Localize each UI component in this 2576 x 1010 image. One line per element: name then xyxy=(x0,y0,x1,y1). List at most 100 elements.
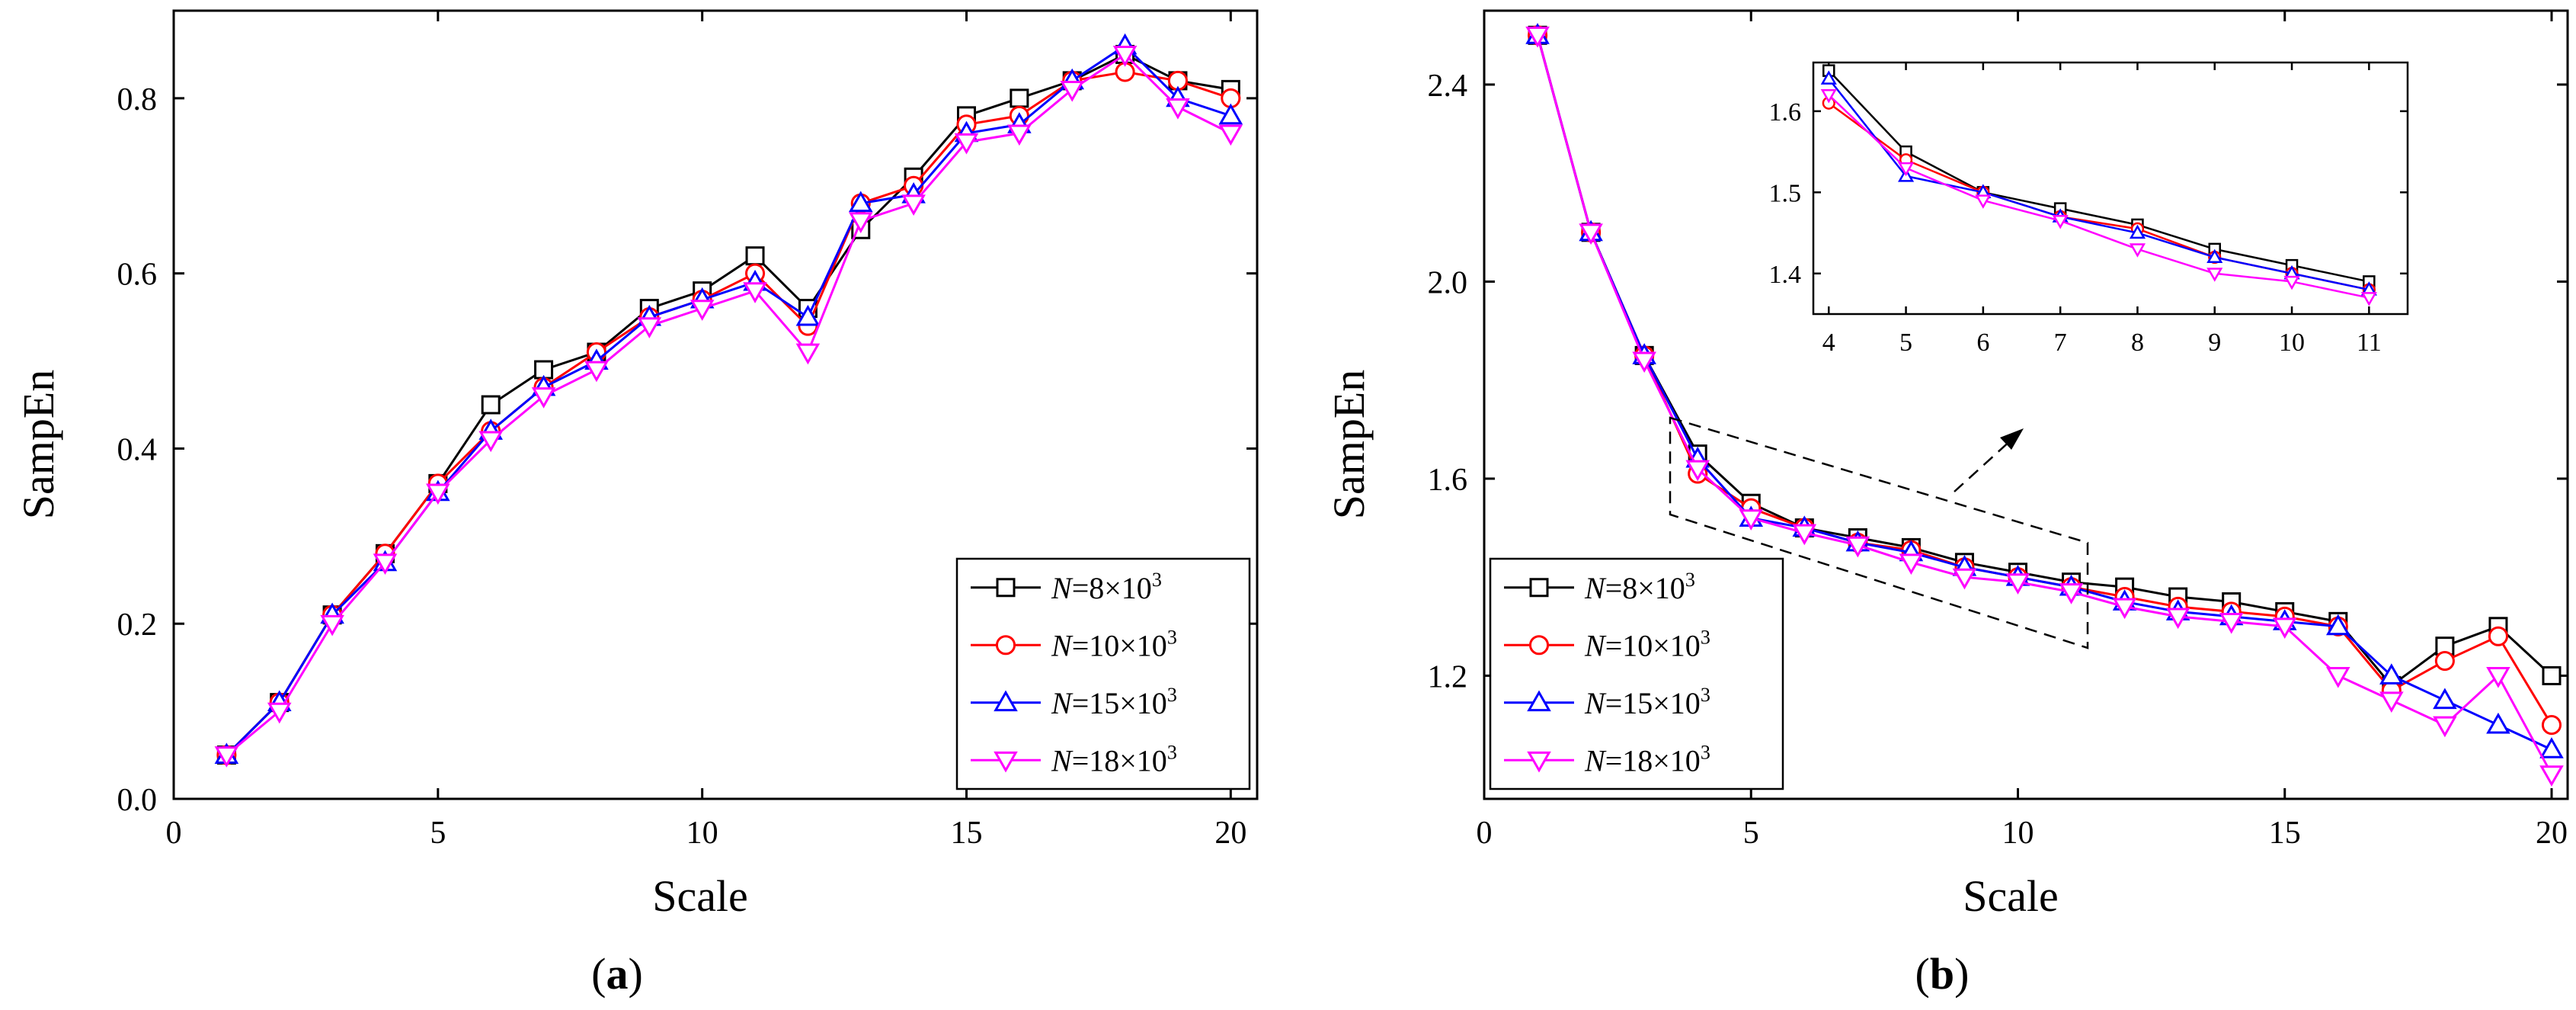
series-line xyxy=(1536,34,2552,751)
data-point xyxy=(795,304,821,326)
legend-label-var: N xyxy=(1584,686,1607,720)
series-triangle-down xyxy=(1820,89,2377,306)
x-tick-label: 20 xyxy=(1214,816,1246,851)
legend-label-sup: 3 xyxy=(1701,741,1710,763)
data-point xyxy=(795,343,821,365)
legend-label-var: N xyxy=(1051,743,1074,778)
x-tick-label: 5 xyxy=(1899,329,1912,357)
y-tick-label: 1.6 xyxy=(1769,98,1802,127)
panel-a-ylabel: SampEn xyxy=(14,370,63,520)
legend-label-text: =18×10 xyxy=(1605,743,1701,778)
legend-marker xyxy=(1529,578,1549,598)
legend-label: N=10×103 xyxy=(1584,626,1710,662)
data-point xyxy=(2541,715,2562,736)
data-point xyxy=(2059,583,2084,604)
legend-frame xyxy=(955,557,1251,790)
panel-b-caption: (b) xyxy=(1915,949,1970,999)
data-point xyxy=(267,702,292,724)
data-point xyxy=(481,395,501,415)
legend-marker xyxy=(994,751,1018,773)
data-point xyxy=(1845,536,1870,558)
legend-marker xyxy=(1527,690,1551,712)
legend-label-sup: 3 xyxy=(1167,741,1177,763)
data-point xyxy=(2129,224,2146,239)
y-tick-label: 1.2 xyxy=(1428,659,1468,694)
data-point xyxy=(1820,70,1837,85)
data-point xyxy=(2129,243,2146,258)
x-tick-label: 8 xyxy=(2131,329,2144,357)
data-point xyxy=(2488,626,2508,646)
legend-label: N=15×103 xyxy=(1584,684,1710,720)
legend-marker xyxy=(1527,751,1551,773)
data-point xyxy=(1007,124,1032,146)
inset-background xyxy=(1813,63,2408,314)
data-point xyxy=(2283,275,2300,290)
legend-label-var: N xyxy=(1051,571,1074,605)
y-tick-label: 0.6 xyxy=(117,258,158,293)
legend-label-var: N xyxy=(1584,571,1607,605)
panel-b-caption-letter: b xyxy=(1930,949,1954,999)
data-point xyxy=(2326,667,2350,688)
x-tick-label: 10 xyxy=(2279,329,2305,357)
y-tick-label: 1.4 xyxy=(1769,261,1802,289)
legend-label-sup: 3 xyxy=(1701,626,1710,648)
data-point xyxy=(1739,509,1764,531)
data-point xyxy=(2165,608,2190,630)
legend-label-var: N xyxy=(1584,628,1607,662)
y-tick-label: 2.0 xyxy=(1428,265,1468,300)
data-point xyxy=(743,282,767,303)
y-tick-label: 0.0 xyxy=(117,783,158,818)
legend-marker xyxy=(995,635,1016,656)
panel-a-xlabel: Scale xyxy=(652,871,748,921)
legend-label: N=8×103 xyxy=(1051,569,1162,605)
data-point xyxy=(2052,215,2069,229)
legend-label-var: N xyxy=(1051,628,1074,662)
x-tick-label: 10 xyxy=(686,816,718,851)
data-point xyxy=(320,614,344,636)
data-point xyxy=(214,746,239,768)
x-tick-label: 0 xyxy=(1477,816,1493,851)
legend-label-text: =10×10 xyxy=(1072,628,1167,662)
legend-label: N=15×103 xyxy=(1051,684,1177,720)
data-point xyxy=(2433,716,2457,738)
data-point xyxy=(1218,124,1243,146)
data-point xyxy=(2379,691,2404,713)
y-tick-label: 0.8 xyxy=(117,82,158,117)
x-tick-label: 0 xyxy=(166,816,182,851)
x-tick-label: 9 xyxy=(2208,329,2221,357)
legend-label-text: =8×10 xyxy=(1072,571,1152,605)
y-tick-label: 1.5 xyxy=(1769,179,1802,207)
data-point xyxy=(1975,194,1992,209)
data-point xyxy=(2379,663,2404,685)
axes-frame xyxy=(1812,61,2409,316)
legend-label-sup: 3 xyxy=(1701,684,1710,706)
data-point xyxy=(1898,162,1915,177)
legend-label: N=18×103 xyxy=(1051,741,1177,778)
x-tick-label: 15 xyxy=(950,816,982,851)
panel-b-zoom-indicator xyxy=(1669,416,2089,649)
data-point xyxy=(2539,737,2564,758)
legend-label-text: =15×10 xyxy=(1072,686,1167,720)
series-line xyxy=(1828,94,2370,299)
data-point xyxy=(1792,524,1817,546)
data-point xyxy=(1218,103,1243,125)
axes-frame xyxy=(172,9,1259,800)
y-tick-label: 0.4 xyxy=(117,432,158,467)
x-tick-label: 4 xyxy=(1822,329,1835,357)
panel-a: SampEn Scale (a) 0 5 10 15 20 0.0 0.2 0.4 0.6 0.8… xyxy=(14,9,1259,999)
data-point xyxy=(1899,553,1924,576)
data-point xyxy=(690,300,715,321)
series-line xyxy=(226,53,1231,756)
data-point xyxy=(1010,88,1029,108)
data-point xyxy=(1952,568,1977,590)
x-tick-label: 10 xyxy=(2002,816,2034,851)
data-point xyxy=(848,191,873,213)
y-tick-label: 2.4 xyxy=(1428,69,1468,104)
y-tick-label: 1.6 xyxy=(1428,463,1468,498)
data-point xyxy=(2326,614,2350,636)
panel-b: SampEn Scale (b) 0 5 10 15 201.21.62.02.4 N=… xyxy=(1324,9,2569,999)
data-point xyxy=(478,431,503,453)
data-point xyxy=(745,246,765,266)
